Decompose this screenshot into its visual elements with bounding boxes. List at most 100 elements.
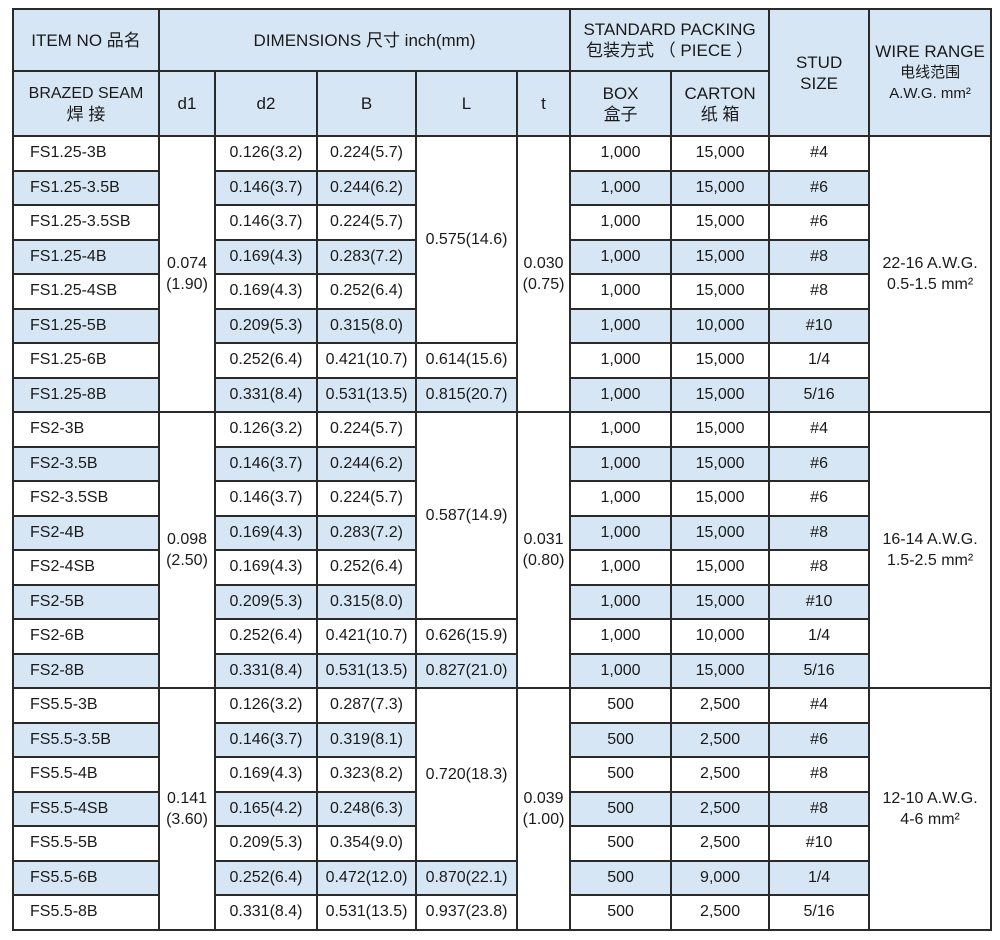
d2-cell: 0.165(4.2)	[214, 790, 318, 827]
t-cell: 0.031 (0.80)	[515, 411, 572, 689]
header-wire-range: WIRE RANGE 电线范围 A.W.G. mm²	[868, 8, 993, 137]
stud-size-cell: 1/4	[768, 859, 871, 896]
carton-cell: 15,000	[670, 583, 771, 620]
carton-cell: 15,000	[670, 342, 771, 379]
wire-range-unit-label: A.W.G. mm²	[889, 85, 971, 102]
stud-size-cell: 5/16	[768, 652, 871, 689]
box-cell: 1,000	[569, 307, 673, 344]
d2-cell: 0.169(4.3)	[214, 549, 318, 586]
spec-table: ITEM NO 品名 DIMENSIONS 尺寸 inch(mm) STANDA…	[12, 8, 993, 931]
b-cell: 0.224(5.7)	[316, 411, 417, 448]
header-dimensions: DIMENSIONS 尺寸 inch(mm)	[157, 8, 572, 72]
l-cell: 0.827(21.0)	[415, 652, 518, 689]
stud-size-cell: #8	[768, 756, 871, 793]
box-cell: 1,000	[569, 514, 673, 551]
standard-packing-cn-label: 包装方式 （ PIECE ）	[585, 41, 754, 60]
box-cell: 1,000	[569, 273, 673, 310]
stud-size-cell: #6	[768, 445, 871, 482]
b-cell: 0.224(5.7)	[316, 135, 417, 172]
box-cell: 1,000	[569, 583, 673, 620]
table-body: FS1.25-3B 0.074 (1.90) 0.126(3.2) 0.224(5.7…	[12, 135, 993, 931]
wire-range-label: WIRE RANGE	[875, 42, 985, 61]
table-row: FS1.25-6B 0.252(6.4) 0.421(10.7) 0.614(15.6…	[12, 342, 991, 379]
b-cell: 0.244(6.2)	[316, 445, 417, 482]
carton-cell: 9,000	[670, 859, 771, 896]
d2-cell: 0.146(3.7)	[214, 480, 318, 517]
stud-size-cell: 5/16	[768, 376, 871, 413]
box-cell: 1,000	[569, 342, 673, 379]
table-row: FS5.5-3.5B 0.146(3.7) 0.319(8.1) 500 2,500 #6	[12, 721, 991, 758]
item-no-cell: FS1.25-4SB	[12, 273, 160, 310]
table-row: FS1.25-3B 0.074 (1.90) 0.126(3.2) 0.224(5.7…	[12, 135, 993, 413]
b-cell: 0.323(8.2)	[316, 756, 417, 793]
table-row: FS5.5-4SB 0.165(4.2) 0.248(6.3) 500 2,500 #8	[12, 790, 991, 827]
b-cell: 0.421(10.7)	[316, 342, 417, 379]
stud-size-cell: #8	[768, 790, 871, 827]
d1-cell: 0.141 (3.60)	[158, 687, 216, 931]
item-no-cell: FS2-3.5B	[12, 445, 160, 482]
b-cell: 0.315(8.0)	[316, 583, 417, 620]
stud-size-cell: #10	[768, 825, 871, 862]
table-row: FS5.5-4B 0.169(4.3) 0.323(8.2) 500 2,500 #8	[12, 756, 991, 793]
d2-cell: 0.146(3.7)	[214, 204, 318, 241]
table-row: FS5.5-5B 0.209(5.3) 0.354(9.0) 500 2,500 #10	[12, 825, 991, 862]
b-cell: 0.472(12.0)	[316, 859, 417, 896]
d2-cell: 0.331(8.4)	[214, 376, 318, 413]
d2-cell: 0.146(3.7)	[214, 169, 318, 206]
carton-cell: 15,000	[670, 273, 771, 310]
item-no-cell: FS1.25-3.5SB	[12, 204, 160, 241]
l-cell: 0.720(18.3)	[415, 687, 518, 862]
d1-cell: 0.098 (2.50)	[158, 411, 216, 689]
header-d1: d1	[158, 70, 216, 137]
b-cell: 0.319(8.1)	[316, 721, 417, 758]
item-no-cell: FS1.25-3B	[12, 135, 160, 172]
item-no-cell: FS5.5-3B	[12, 687, 160, 724]
b-cell: 0.531(13.5)	[316, 894, 417, 931]
item-no-cell: FS1.25-6B	[12, 342, 160, 379]
item-no-cell: FS2-3.5SB	[12, 480, 160, 517]
table-row: FS2-3B 0.098 (2.50) 0.126(3.2) 0.224(5.7) 0.…	[12, 411, 993, 689]
b-cell: 0.315(8.0)	[316, 307, 417, 344]
stud-size-cell: #10	[768, 307, 871, 344]
header-l: L	[415, 70, 518, 137]
d2-cell: 0.209(5.3)	[214, 583, 318, 620]
table-row: FS5.5-8B 0.331(8.4) 0.531(13.5) 0.937(23.8)…	[12, 894, 991, 931]
box-cell: 1,000	[569, 238, 673, 275]
table-row: FS1.25-4SB 0.169(4.3) 0.252(6.4) 1,000 15,00…	[12, 273, 991, 310]
b-cell: 0.252(6.4)	[316, 273, 417, 310]
header-item-no: ITEM NO 品名	[12, 8, 160, 72]
l-cell: 0.575(14.6)	[415, 135, 518, 344]
d2-cell: 0.126(3.2)	[214, 687, 318, 724]
carton-cell: 2,500	[670, 894, 771, 931]
wire-range-cell: 22-16 A.W.G. 0.5-1.5 mm²	[868, 135, 993, 413]
d2-cell: 0.126(3.2)	[214, 411, 318, 448]
l-cell: 0.937(23.8)	[415, 894, 518, 931]
item-no-cell: FS5.5-3.5B	[12, 721, 160, 758]
carton-cell: 15,000	[670, 135, 771, 172]
header-t: t	[515, 70, 572, 137]
box-cell: 1,000	[569, 411, 673, 448]
carton-cell: 15,000	[670, 514, 771, 551]
d2-cell: 0.252(6.4)	[214, 859, 318, 896]
item-no-cell: FS2-6B	[12, 618, 160, 655]
box-cell: 500	[569, 825, 673, 862]
d2-cell: 0.169(4.3)	[214, 238, 318, 275]
carton-cell: 15,000	[670, 376, 771, 413]
t-cell: 0.030 (0.75)	[515, 135, 572, 413]
carton-cn-label: 纸 箱	[700, 104, 740, 124]
item-no-cell: FS5.5-4B	[12, 756, 160, 793]
box-cell: 500	[569, 859, 673, 896]
box-cell: 1,000	[569, 652, 673, 689]
stud-size-cell: #10	[768, 583, 871, 620]
stud-size-cell: #4	[768, 135, 871, 172]
wire-range-cell: 12-10 A.W.G. 4-6 mm²	[868, 687, 993, 931]
carton-cell: 15,000	[670, 549, 771, 586]
table-row: FS2-8B 0.331(8.4) 0.531(13.5) 0.827(21.0) 1,…	[12, 652, 991, 689]
table-row: FS1.25-5B 0.209(5.3) 0.315(8.0) 1,000 10,000…	[12, 307, 991, 344]
box-cell: 1,000	[569, 169, 673, 206]
header-b: B	[316, 70, 417, 137]
d2-cell: 0.146(3.7)	[214, 445, 318, 482]
header-stud-size: STUD SIZE	[768, 8, 871, 137]
carton-cell: 15,000	[670, 445, 771, 482]
l-cell: 0.870(22.1)	[415, 859, 518, 896]
